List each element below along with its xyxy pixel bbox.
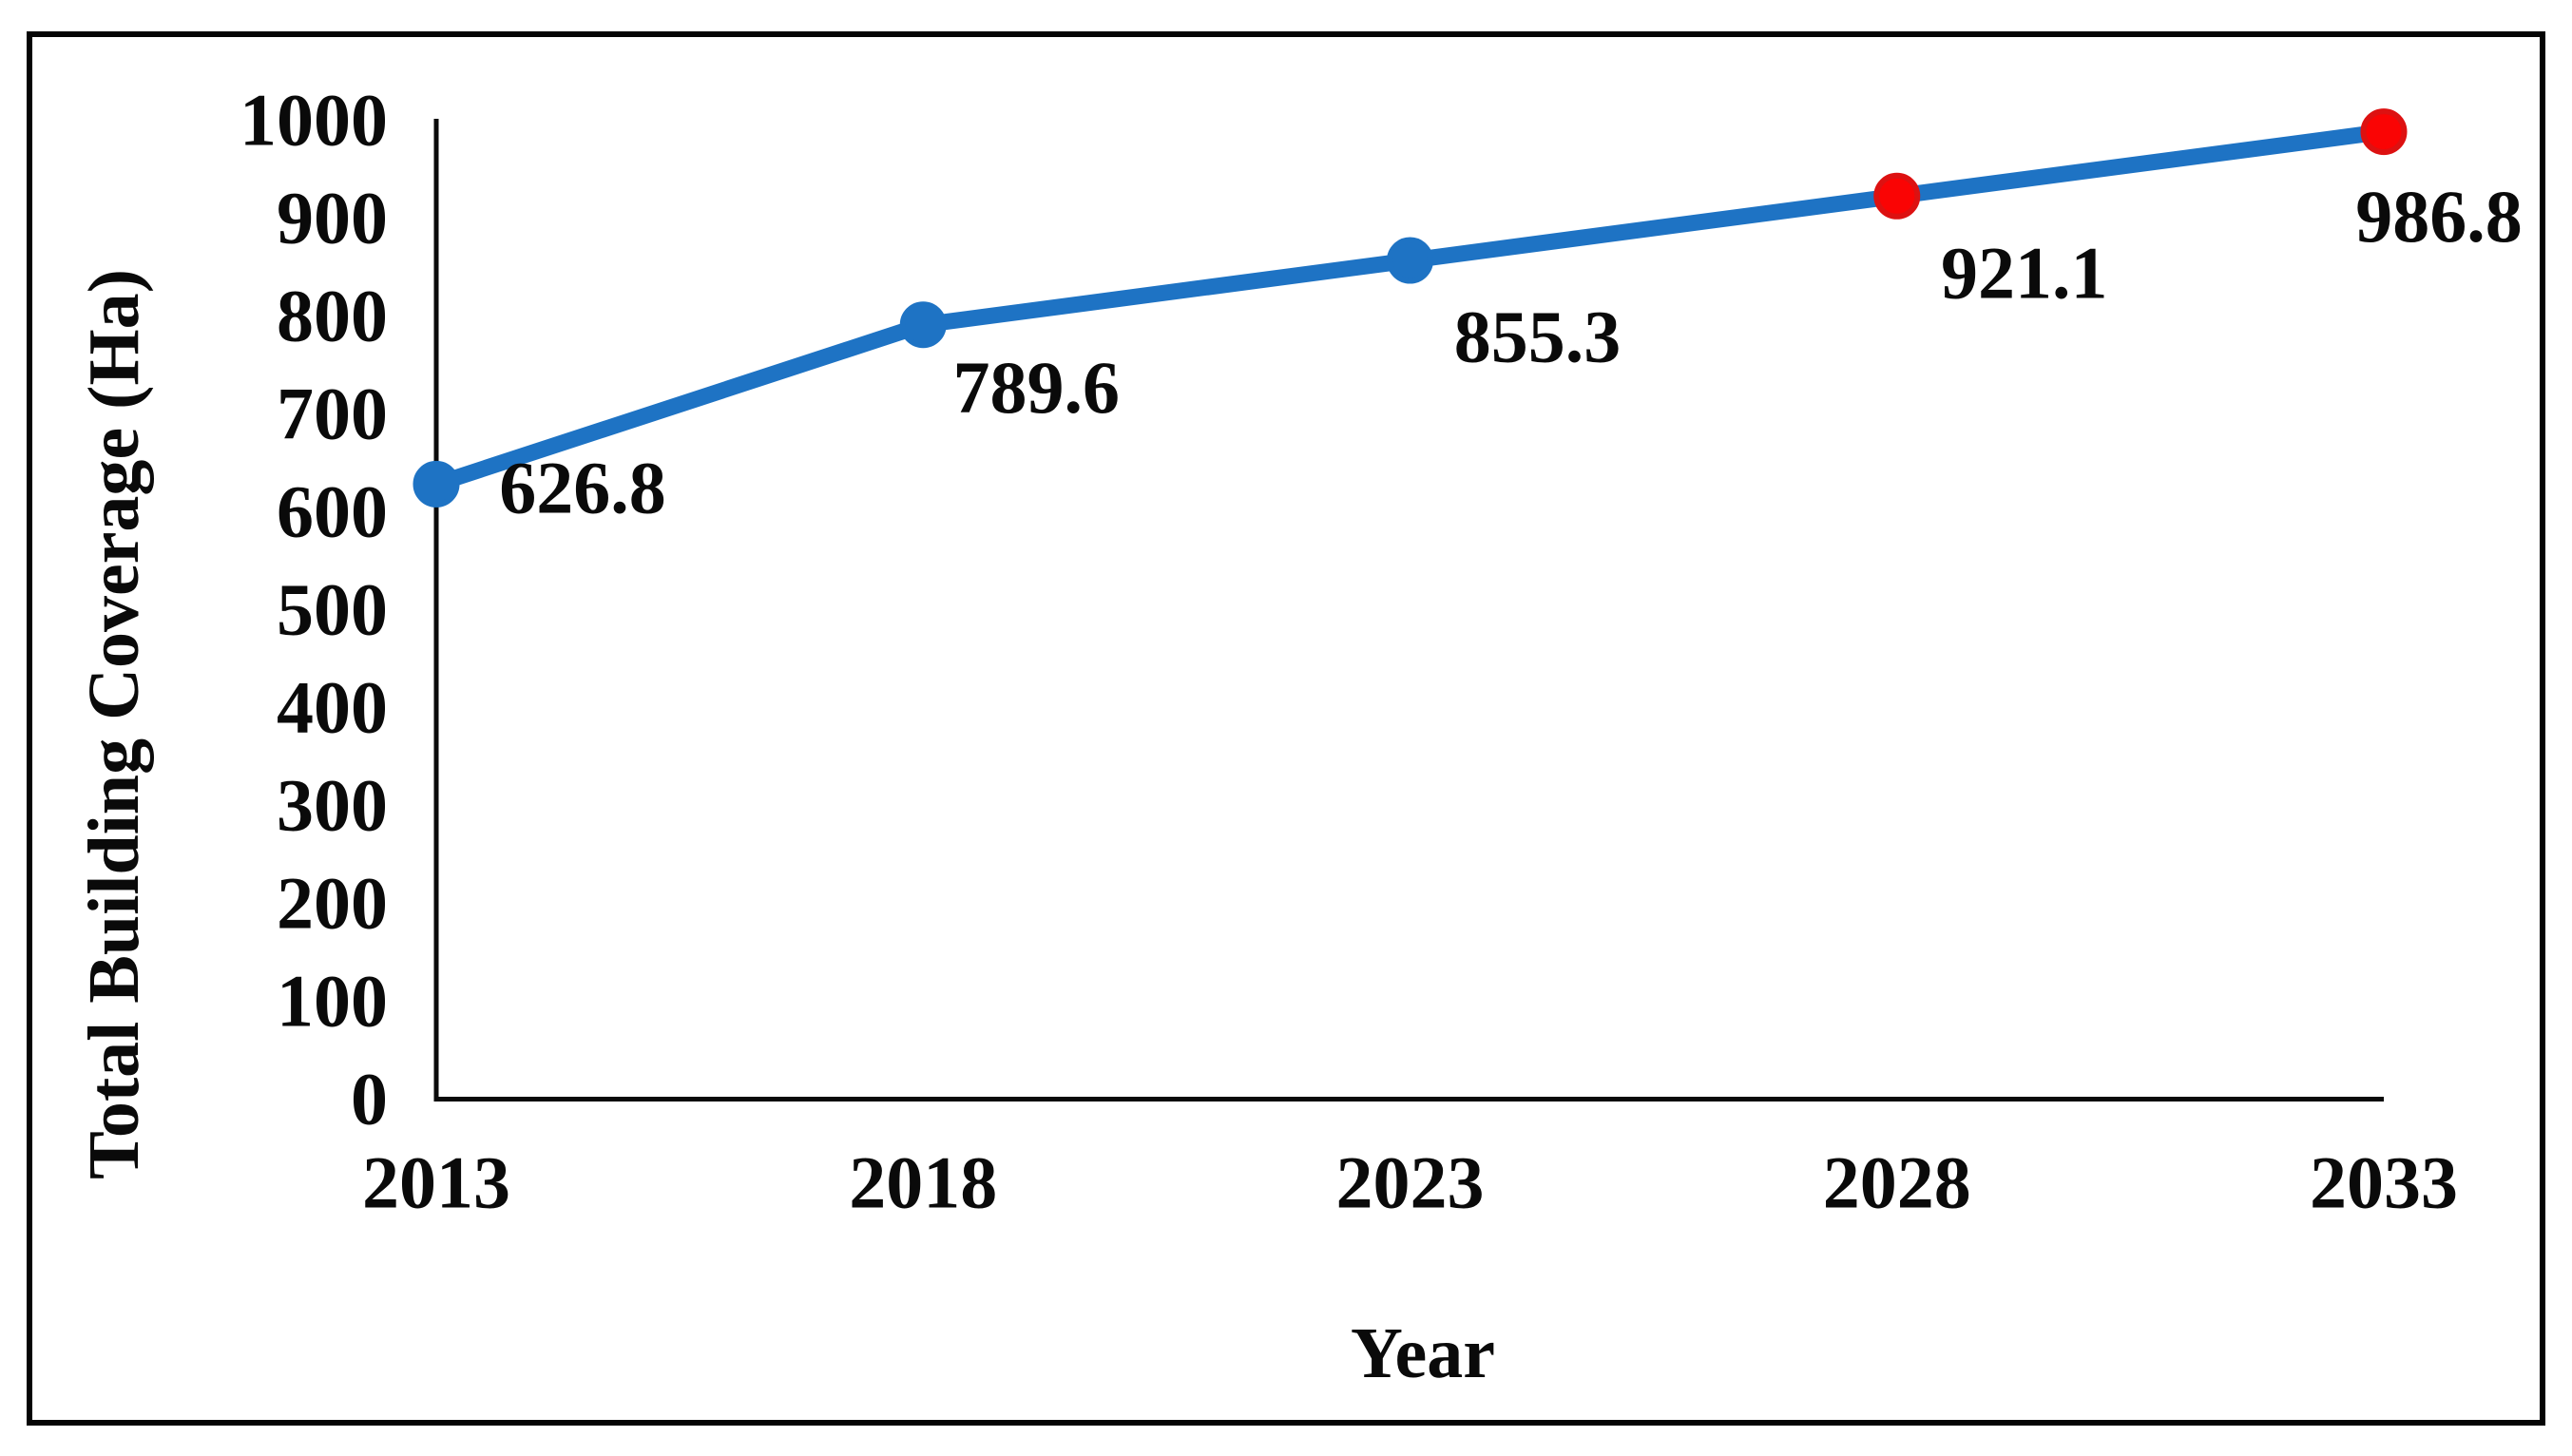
y-axis-title: Total Building Coverage (Ha) <box>74 269 154 1179</box>
y-tick-label: 0 <box>351 1057 388 1140</box>
data-point-observed <box>413 460 460 508</box>
data-point-label: 789.6 <box>953 346 1121 429</box>
y-tick-label: 800 <box>277 274 388 356</box>
data-point-observed <box>1387 237 1433 284</box>
y-tick-label: 100 <box>277 959 388 1042</box>
x-tick-label: 2033 <box>2310 1140 2458 1223</box>
y-tick-label: 400 <box>277 665 388 748</box>
y-tick-label: 600 <box>277 469 388 552</box>
y-tick-label: 500 <box>277 567 388 650</box>
data-point-label: 921.1 <box>1941 232 2108 315</box>
data-point-projected <box>2360 108 2408 156</box>
x-axis-title: Year <box>1351 1313 1495 1393</box>
data-point-label: 626.8 <box>499 447 666 529</box>
y-tick-label: 300 <box>277 763 388 846</box>
data-point-projected <box>1873 172 1921 220</box>
y-tick-label: 200 <box>277 861 388 944</box>
x-tick-label: 2018 <box>849 1140 997 1223</box>
data-point-observed <box>899 301 947 349</box>
y-tick-label: 900 <box>277 176 388 259</box>
data-point-label: 855.3 <box>1454 295 1622 377</box>
figure-border <box>27 31 2545 1426</box>
x-tick-label: 2013 <box>362 1140 510 1223</box>
data-point-label: 986.8 <box>2355 175 2523 258</box>
x-tick-label: 2028 <box>1823 1140 1971 1223</box>
y-tick-label: 700 <box>277 372 388 454</box>
y-tick-label: 1000 <box>240 78 388 161</box>
x-tick-label: 2023 <box>1336 1140 1485 1223</box>
